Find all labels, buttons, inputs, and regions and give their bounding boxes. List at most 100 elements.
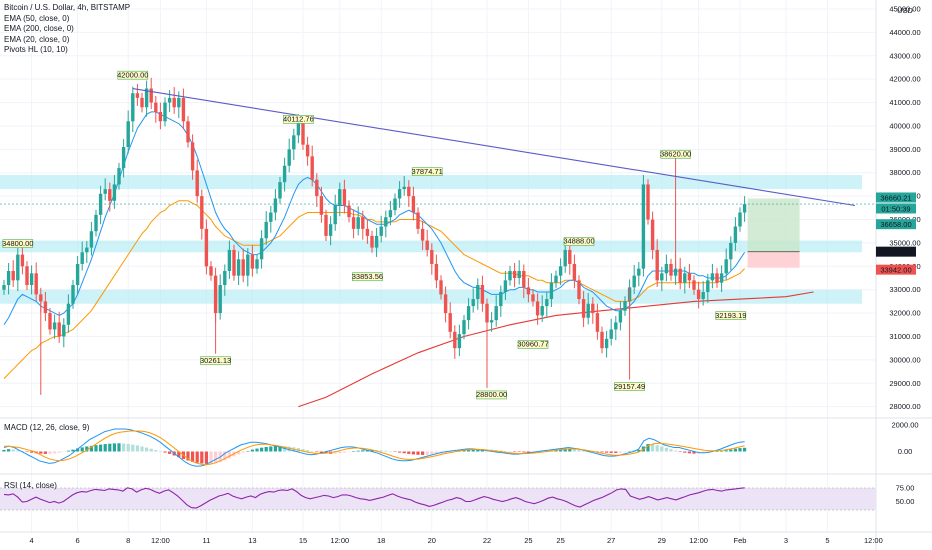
time-tick: 3 <box>784 536 788 545</box>
macd-histogram-bar <box>471 449 475 452</box>
macd-histogram-bar <box>628 451 632 452</box>
candle <box>121 139 126 178</box>
candle-body <box>655 249 659 281</box>
macd-histogram-bar <box>85 446 89 452</box>
pivot-label-box <box>283 115 314 124</box>
candle <box>420 220 425 250</box>
candle-body <box>706 280 710 293</box>
macd-histogram-bar <box>195 451 199 463</box>
macd-histogram-bar <box>140 446 144 452</box>
macd-histogram-bar <box>53 451 57 454</box>
macd-histogram-bar <box>434 451 438 455</box>
candle-body <box>43 301 48 314</box>
candle-body <box>402 186 406 190</box>
macd-histogram-bar <box>517 451 521 453</box>
candle-body <box>296 123 301 136</box>
macd-histogram-bar <box>508 451 512 452</box>
candle <box>535 293 540 325</box>
candle-body <box>660 273 664 281</box>
candle <box>554 270 558 288</box>
legend-ema50[interactable]: EMA (50, close, 0) <box>4 13 70 23</box>
candle <box>531 289 535 307</box>
candle-body <box>365 228 370 236</box>
candle <box>246 248 250 287</box>
macd-histogram-bar <box>241 451 245 453</box>
candle <box>158 102 163 130</box>
time-tick: 12:00 <box>864 536 883 545</box>
candle <box>149 77 153 110</box>
legend-ema20[interactable]: EMA (20, close, 0) <box>4 34 70 44</box>
macd-histogram-bar <box>108 443 112 452</box>
candle-body <box>457 334 462 349</box>
stop-zone <box>747 251 800 268</box>
candle-body <box>71 285 75 304</box>
candle <box>365 219 370 244</box>
pivot-label-box <box>517 340 549 349</box>
macd-histogram-bar <box>333 451 337 454</box>
time-tick: Feb <box>734 536 747 545</box>
candle <box>388 200 393 226</box>
candle-body <box>6 270 11 286</box>
price-tick: 32000.00 <box>889 309 920 318</box>
macd-histogram-bar <box>273 446 277 452</box>
rsi-tick: 50.00 <box>896 497 915 506</box>
candle <box>227 240 232 279</box>
rsi-line <box>3 487 745 509</box>
candle-body <box>710 273 715 281</box>
macd-histogram-bar <box>701 451 705 454</box>
macd-title[interactable]: MACD (12, 26, close, 9) <box>4 423 90 432</box>
candle <box>338 182 342 217</box>
price-tick: 33000.00 <box>889 285 920 294</box>
legend-pivots[interactable]: Pivots HL (10, 10) <box>4 45 68 54</box>
candle-body <box>393 198 397 211</box>
candle-body <box>232 249 236 276</box>
candle-body <box>420 228 425 241</box>
macd-histogram-bar <box>191 451 195 462</box>
macd-histogram-bar <box>664 447 668 452</box>
candle <box>411 186 416 221</box>
candle-body <box>581 299 586 318</box>
currency-label: USD <box>897 6 913 15</box>
candle <box>273 189 278 221</box>
macd-histogram-bar <box>301 449 305 452</box>
candle <box>595 303 600 340</box>
flag-stop-bg <box>876 264 916 275</box>
pivot-label: 33853.56 <box>352 272 383 281</box>
candle-body <box>195 170 199 197</box>
candle-body <box>503 280 508 293</box>
candle <box>577 275 581 305</box>
candle <box>453 325 457 359</box>
rsi-tick: 75.00 <box>896 483 915 492</box>
candle-body <box>673 268 678 276</box>
rsi-title[interactable]: RSI (14, close) <box>4 481 57 490</box>
candle-body <box>167 97 172 103</box>
candle-body <box>494 306 498 321</box>
candle-body <box>512 270 517 278</box>
candle <box>655 239 659 287</box>
legend-ema200[interactable]: EMA (200, close, 0) <box>4 24 74 33</box>
candle-body <box>39 294 43 302</box>
candle-body <box>448 313 452 332</box>
macd-histogram-bar <box>237 451 241 455</box>
macd-histogram-bar <box>402 451 406 454</box>
candle <box>75 256 80 295</box>
candle <box>581 291 586 328</box>
candle <box>618 301 623 331</box>
macd-histogram-bar <box>398 451 402 453</box>
candle <box>641 175 646 277</box>
chart-legend: Bitcoin / U.S. Dollar, 4h, BITSTAMP EMA … <box>4 3 130 56</box>
macd-histogram-bar <box>250 449 254 452</box>
candle <box>489 312 494 332</box>
candle-body <box>600 331 604 349</box>
candle <box>448 302 452 339</box>
candle <box>342 179 347 214</box>
candle-body <box>11 270 15 281</box>
price-tick: 44000.00 <box>889 28 920 37</box>
candle <box>269 205 273 233</box>
candle <box>660 266 664 292</box>
candle-body <box>108 189 112 201</box>
candle-body <box>338 189 342 206</box>
macd-histogram-bar <box>99 444 103 452</box>
candle <box>259 230 264 269</box>
